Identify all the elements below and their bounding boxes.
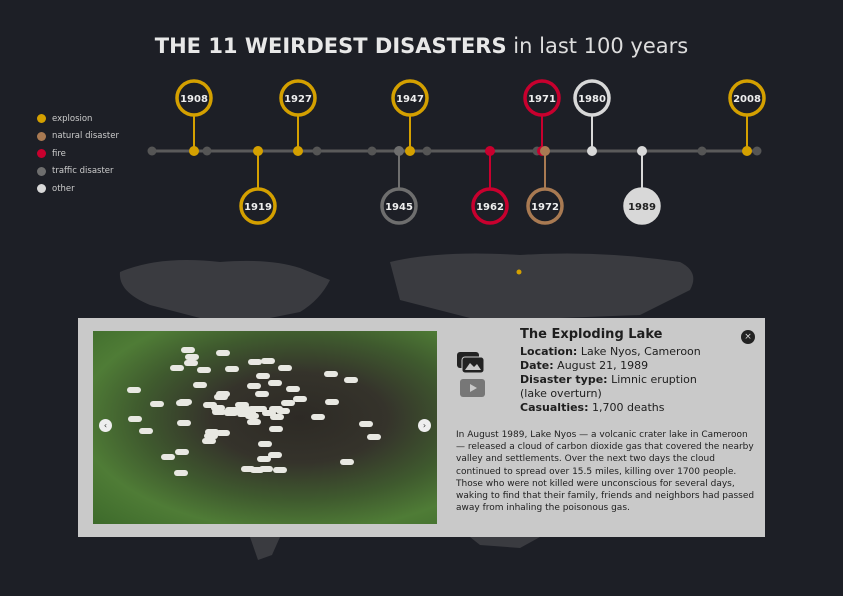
timeline-tick [423, 147, 432, 156]
photo-detail [224, 410, 238, 416]
event-dot [293, 146, 303, 156]
photo-detail [205, 429, 219, 435]
event-year: 1927 [284, 94, 312, 105]
event-dot [189, 146, 199, 156]
photo-detail [270, 414, 284, 420]
photo: ‹ › [93, 331, 437, 524]
timeline-tick [753, 147, 762, 156]
timeline-tick [203, 147, 212, 156]
photo-detail [261, 358, 275, 364]
event-dot [637, 146, 647, 156]
description: In August 1989, Lake Nyos — a volcanic c… [456, 429, 756, 514]
photo-detail [269, 426, 283, 432]
event-dot [253, 146, 263, 156]
photo-detail [359, 421, 373, 427]
photo-detail [239, 408, 253, 414]
photo-detail [127, 387, 141, 393]
photo-detail [325, 399, 339, 405]
photo-detail [185, 354, 199, 360]
event-year: 1945 [385, 202, 413, 213]
photo-detail [184, 360, 198, 366]
photo-detail [268, 380, 282, 386]
photo-detail [293, 396, 307, 402]
photo-detail [311, 414, 325, 420]
photo-detail [176, 400, 190, 406]
event-dot [742, 146, 752, 156]
photo-detail [197, 367, 211, 373]
photo-detail [177, 420, 191, 426]
photo-detail [324, 371, 338, 377]
event-year: 1962 [476, 202, 504, 213]
event-year: 1908 [180, 94, 208, 105]
event-dot [405, 146, 415, 156]
detail-card: ‹ › The Exploding Lake Location: Lake Ny… [78, 318, 765, 537]
photo-detail [139, 428, 153, 434]
timeline-tick [368, 147, 377, 156]
card-title: The Exploding Lake [520, 328, 701, 342]
photo-detail [340, 459, 354, 465]
photo-detail [174, 470, 188, 476]
photo-detail [216, 350, 230, 356]
photo-detail [258, 441, 272, 447]
photo-detail [241, 466, 255, 472]
next-arrow-button[interactable]: › [418, 419, 431, 432]
timeline-tick [313, 147, 322, 156]
photo-detail [170, 365, 184, 371]
photo-detail [203, 402, 217, 408]
event-dot [394, 146, 404, 156]
photo-detail [268, 452, 282, 458]
event-year: 1972 [531, 202, 559, 213]
photo-detail [276, 408, 290, 414]
close-icon[interactable]: × [741, 330, 755, 344]
event-year: 1947 [396, 94, 424, 105]
event-dot [485, 146, 495, 156]
event-year: 1919 [244, 202, 272, 213]
timeline-tick [148, 147, 157, 156]
timeline: 1908 1919 1927 1945 1947 1962 1971 1972 1980 1989… [0, 0, 843, 240]
photo-detail [225, 366, 239, 372]
event-dot [540, 146, 550, 156]
photo-detail [161, 454, 175, 460]
info-panel: The Exploding Lake Location: Lake Nyos, … [520, 328, 701, 415]
photo-detail [255, 391, 269, 397]
photo-detail [259, 466, 273, 472]
prev-arrow-button[interactable]: ‹ [99, 419, 112, 432]
photo-detail [273, 467, 287, 473]
photo-detail [256, 373, 270, 379]
photo-detail [193, 382, 207, 388]
event-year: 1989 [628, 202, 656, 213]
photo-detail [247, 419, 261, 425]
event-dot [587, 146, 597, 156]
event-year: 1971 [528, 94, 556, 105]
photo-detail [181, 347, 195, 353]
photo-detail [150, 401, 164, 407]
event-year: 2008 [733, 94, 761, 105]
photo-detail [247, 383, 261, 389]
event-year: 1980 [578, 94, 606, 105]
photo-detail [128, 416, 142, 422]
gallery-icon[interactable] [457, 352, 485, 374]
photo-detail [214, 394, 228, 400]
photo-detail [367, 434, 381, 440]
photo-detail [344, 377, 358, 383]
photo-detail [286, 386, 300, 392]
photo-detail [175, 449, 189, 455]
timeline-tick [698, 147, 707, 156]
photo-detail [278, 365, 292, 371]
video-icon[interactable] [460, 379, 485, 397]
map-marker [517, 270, 522, 275]
photo-detail [248, 359, 262, 365]
